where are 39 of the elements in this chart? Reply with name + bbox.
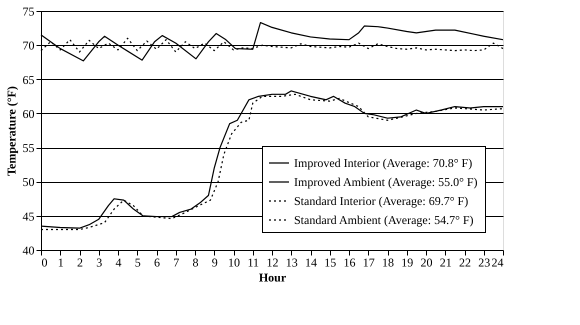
x-tick-label: 18 [382, 256, 394, 270]
x-tick-label: 0 [42, 256, 48, 270]
legend-label: Standard Ambient (Average: 54.7° F) [294, 213, 474, 227]
x-tick-label: 4 [116, 256, 122, 270]
x-tick-label: 24 [492, 256, 504, 270]
legend-label: Improved Ambient (Average: 55.0° F) [294, 175, 478, 189]
x-tick-label: 3 [96, 256, 102, 270]
x-tick-label: 2 [77, 256, 83, 270]
x-tick-label: 19 [401, 256, 414, 270]
x-tick-label: 11 [247, 256, 260, 270]
x-tick-label: 20 [420, 256, 432, 270]
y-tick-label: 75 [22, 4, 34, 18]
x-tick-label: 21 [440, 256, 452, 270]
y-tick-label: 45 [22, 209, 34, 224]
x-tick-label: 10 [228, 256, 240, 270]
x-tick-label: 12 [266, 256, 278, 270]
x-tick-label: 1 [58, 256, 64, 270]
x-tick-label: 22 [459, 256, 471, 270]
x-tick-label: 9 [212, 256, 218, 270]
x-tick-label: 17 [362, 256, 375, 270]
y-tick-label: 70 [22, 38, 34, 53]
x-tick-label: 8 [192, 256, 198, 270]
y-tick-label: 40 [22, 244, 34, 258]
y-tick-label: 65 [22, 72, 34, 87]
x-tick-label: 7 [173, 256, 180, 270]
x-tick-label: 13 [286, 256, 298, 270]
x-axis-title: Hour [258, 270, 287, 284]
x-tick-label: 15 [324, 256, 336, 270]
legend-label: Standard Interior (Average: 69.7° F) [294, 194, 468, 208]
y-tick-label: 55 [22, 141, 34, 156]
x-tick-label: 23 [478, 256, 490, 270]
x-tick-label: 16 [344, 256, 356, 270]
x-tick-label: 6 [154, 256, 160, 270]
x-tick-label: 5 [134, 256, 141, 270]
y-axis-title: Temperature (°F) [4, 86, 18, 176]
legend-label: Improved Interior (Average: 70.8° F) [294, 156, 472, 170]
y-tick-label: 50 [22, 175, 34, 190]
y-tick-label: 60 [22, 106, 34, 121]
x-tick-label: 14 [305, 256, 317, 270]
